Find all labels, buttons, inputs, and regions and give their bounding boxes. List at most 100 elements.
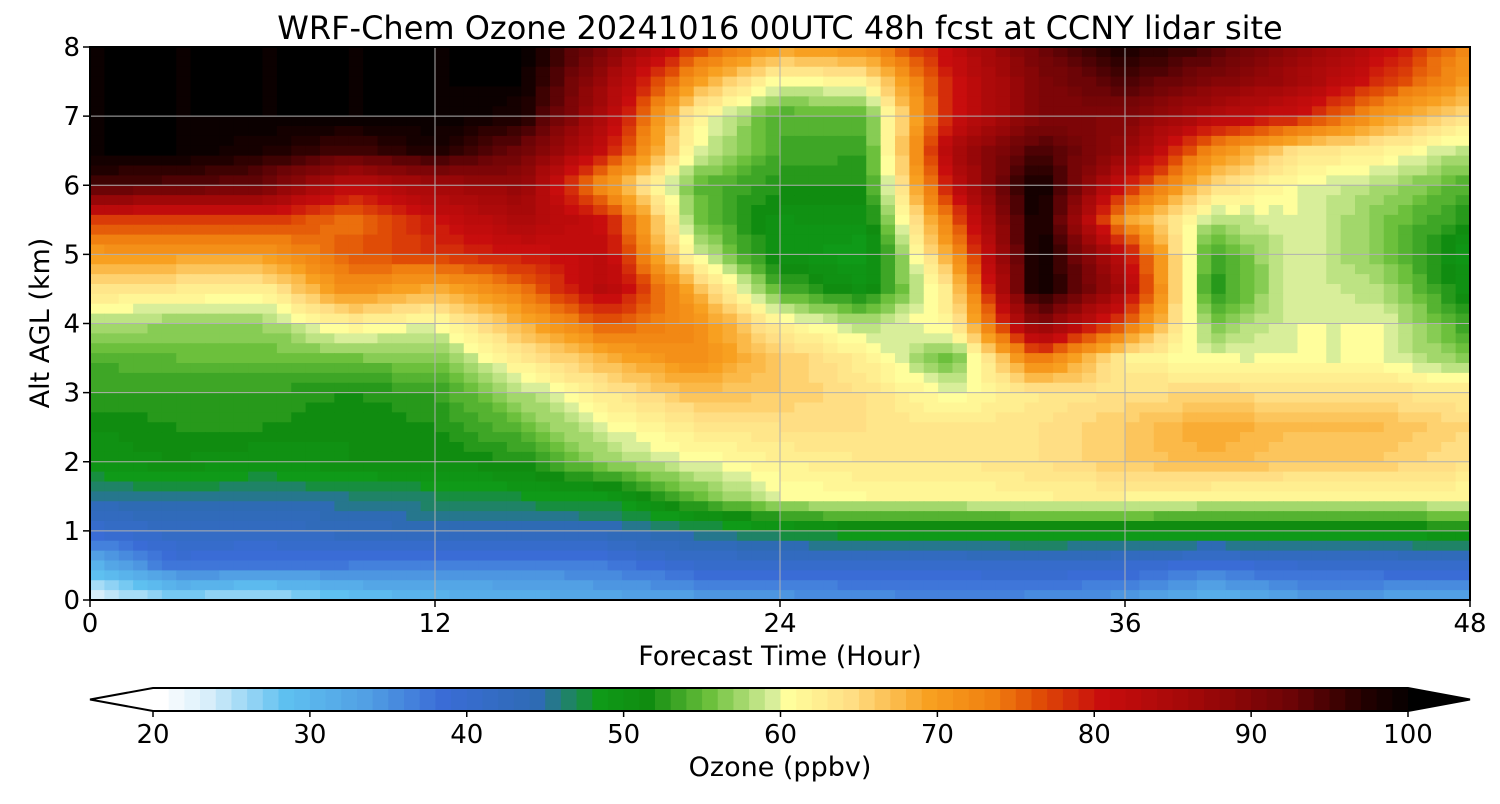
heatmap-cell (1455, 126, 1471, 137)
heatmap-cell (679, 254, 695, 265)
heatmap-cell (909, 254, 925, 265)
heatmap-cell (952, 363, 968, 374)
heatmap-cell (578, 293, 594, 305)
heatmap-cell (233, 372, 249, 384)
heatmap-cell (665, 185, 680, 196)
heatmap-cell (1010, 116, 1025, 127)
heatmap-cell (348, 422, 364, 433)
heatmap-cell (880, 264, 896, 275)
heatmap-cell (1139, 471, 1155, 483)
heatmap-cell (1441, 491, 1457, 502)
heatmap-cell (952, 175, 968, 186)
heatmap-cell (578, 471, 594, 483)
heatmap-cell (966, 135, 982, 147)
heatmap-cell (133, 353, 149, 364)
heatmap-cell (506, 155, 522, 167)
heatmap-cell (492, 56, 508, 68)
heatmap-cell (205, 313, 220, 325)
heatmap-cell (1067, 471, 1083, 483)
heatmap-cell (1311, 126, 1327, 137)
heatmap-cell (1355, 284, 1370, 295)
heatmap-cell (851, 56, 867, 68)
heatmap-cell (823, 461, 839, 473)
heatmap-cell (650, 442, 666, 453)
heatmap-cell (492, 47, 508, 58)
heatmap-cell (348, 442, 364, 453)
heatmap-cell (133, 195, 149, 206)
heatmap-cell (334, 412, 350, 423)
heatmap-cell (693, 86, 709, 97)
heatmap-cell (1455, 550, 1471, 562)
heatmap-cell (708, 155, 724, 167)
heatmap-cell (1110, 471, 1126, 483)
heatmap-cell (1426, 155, 1442, 167)
heatmap-cell (650, 175, 666, 186)
heatmap-cell (176, 135, 192, 147)
heatmap-cell (276, 135, 292, 147)
heatmap-cell (823, 195, 839, 206)
heatmap-cell (1426, 274, 1442, 285)
heatmap-cell (161, 56, 177, 68)
heatmap-cell (1010, 372, 1025, 384)
heatmap-cell (1254, 96, 1270, 107)
heatmap-cell (1067, 234, 1083, 246)
heatmap-cell (650, 333, 666, 344)
heatmap-cell (808, 185, 824, 196)
heatmap-cell (722, 135, 738, 147)
heatmap-cell (363, 116, 379, 127)
heatmap-cell (478, 116, 494, 127)
heatmap-cell (938, 372, 954, 384)
heatmap-cell (550, 372, 565, 384)
heatmap-cell (578, 333, 594, 344)
heatmap-cell (262, 432, 278, 443)
heatmap-cell (1398, 284, 1414, 295)
heatmap-cell (1182, 254, 1198, 265)
heatmap-cell (1412, 205, 1428, 216)
heatmap-cell (190, 471, 206, 483)
heatmap-cell (1067, 195, 1083, 206)
heatmap-cell (133, 86, 149, 97)
heatmap-cell (751, 135, 767, 147)
heatmap-cell (435, 66, 450, 78)
heatmap-cell (1096, 274, 1112, 285)
heatmap-cell (837, 96, 853, 107)
heatmap-cell (406, 145, 422, 157)
heatmap-cell (1010, 382, 1025, 394)
heatmap-cell (1355, 343, 1370, 354)
heatmap-cell (952, 244, 968, 255)
heatmap-cell (205, 106, 220, 117)
heatmap-cell (621, 214, 637, 226)
heatmap-cell (1369, 353, 1385, 364)
heatmap-cell (420, 175, 436, 186)
heatmap-cell (550, 254, 565, 265)
heatmap-cell (1067, 333, 1083, 344)
heatmap-cell (1139, 432, 1155, 443)
heatmap-cell (794, 353, 810, 364)
heatmap-cell (320, 254, 335, 265)
heatmap-cell (1254, 47, 1270, 58)
heatmap-cell (765, 293, 781, 305)
heatmap-cell (751, 214, 767, 226)
heatmap-cell (636, 353, 652, 364)
heatmap-cell (966, 234, 982, 246)
heatmap-cell (1268, 175, 1284, 186)
heatmap-cell (492, 521, 508, 532)
heatmap-cell (722, 333, 738, 344)
heatmap-cell (492, 451, 508, 463)
heatmap-cell (1053, 76, 1069, 88)
heatmap-cell (895, 116, 910, 127)
heatmap-cell (305, 432, 321, 443)
heatmap-cell (1455, 442, 1471, 453)
heatmap-cell (406, 491, 422, 502)
heatmap-cell (650, 530, 666, 542)
heatmap-cell (521, 550, 537, 562)
heatmap-cell (478, 412, 494, 423)
heatmap-cell (1297, 135, 1313, 147)
heatmap-cell (1024, 491, 1040, 502)
heatmap-cell (923, 530, 939, 542)
heatmap-cell (880, 126, 896, 137)
heatmap-cell (923, 56, 939, 68)
heatmap-cell (1139, 66, 1155, 78)
heatmap-cell (1455, 501, 1471, 512)
heatmap-cell (1038, 303, 1054, 315)
